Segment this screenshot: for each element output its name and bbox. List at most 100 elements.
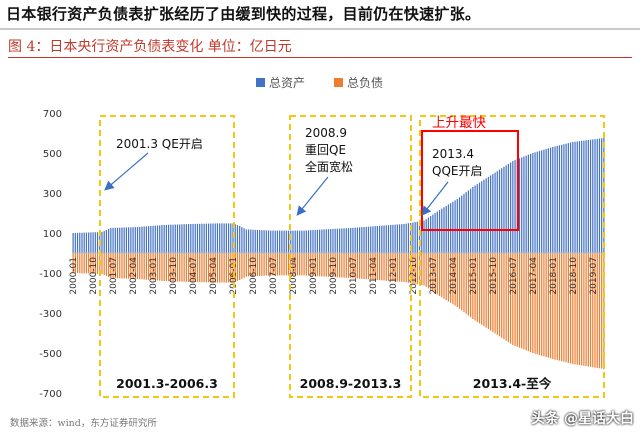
bar-assets xyxy=(74,232,76,253)
bar-liabilities xyxy=(156,253,159,281)
x-tick-label: 2012-01 xyxy=(389,257,399,295)
bar-liabilities xyxy=(332,253,334,278)
bar-assets xyxy=(245,229,247,253)
bar-liabilities xyxy=(589,253,592,367)
bar-assets xyxy=(108,229,110,253)
bar-assets xyxy=(128,227,130,253)
bar-liabilities xyxy=(301,253,303,276)
bar-liabilities xyxy=(574,253,576,365)
x-tick-label: 2000-10 xyxy=(89,257,99,295)
bar-liabilities xyxy=(201,253,203,283)
bar-assets xyxy=(374,226,376,253)
bar-liabilities xyxy=(90,253,92,274)
bar-liabilities xyxy=(572,253,574,364)
bar-assets xyxy=(79,232,81,253)
bar-liabilities xyxy=(316,253,319,277)
bar-liabilities xyxy=(598,253,601,369)
bar-liabilities xyxy=(296,253,299,276)
x-tick-label: 2018-10 xyxy=(569,257,579,295)
bar-assets xyxy=(223,223,225,253)
bar-liabilities xyxy=(174,253,176,282)
bar-assets xyxy=(196,223,199,253)
bar-liabilities xyxy=(472,253,474,319)
bar-liabilities xyxy=(443,253,445,299)
bar-liabilities xyxy=(454,253,456,306)
bar-liabilities xyxy=(267,253,270,276)
bar-series xyxy=(72,138,605,369)
bar-liabilities xyxy=(470,253,472,318)
bar-liabilities xyxy=(114,253,116,279)
period-box-3 xyxy=(419,115,605,398)
bar-liabilities xyxy=(263,253,265,276)
bar-assets xyxy=(481,181,483,253)
bar-liabilities xyxy=(323,253,325,277)
bar-assets xyxy=(496,171,498,253)
bar-liabilities xyxy=(283,253,285,276)
bar-assets xyxy=(76,232,79,253)
bar-assets xyxy=(396,224,398,253)
bar-assets xyxy=(505,165,507,253)
bar-liabilities xyxy=(105,253,108,276)
bar-liabilities xyxy=(319,253,321,277)
bar-assets xyxy=(316,229,319,253)
bar-assets xyxy=(418,221,421,253)
bar-assets xyxy=(241,227,243,253)
bar-assets xyxy=(452,201,454,253)
bar-assets xyxy=(92,232,94,253)
bar-liabilities xyxy=(116,253,119,279)
bar-assets xyxy=(476,184,478,253)
bar-liabilities xyxy=(92,253,94,274)
x-tick-label: 2019-07 xyxy=(589,257,599,295)
bar-liabilities xyxy=(396,253,398,282)
bar-liabilities xyxy=(310,253,312,276)
bar-liabilities xyxy=(265,253,267,276)
bar-assets xyxy=(343,228,345,253)
bar-assets xyxy=(514,160,516,253)
arrow-qe-return xyxy=(296,176,329,216)
watermark: 头条 @星话大白 xyxy=(531,411,634,427)
bar-assets xyxy=(485,178,487,253)
bar-liabilities xyxy=(168,253,170,282)
bar-assets xyxy=(168,224,170,253)
bar-liabilities xyxy=(103,253,105,275)
bar-liabilities xyxy=(450,253,452,303)
bar-assets xyxy=(183,224,185,253)
figure-title-underline xyxy=(8,57,632,58)
bar-assets xyxy=(219,223,221,253)
bar-liabilities xyxy=(547,253,549,358)
bar-assets xyxy=(583,140,585,253)
x-tick-label: 2014-04 xyxy=(449,257,459,295)
bar-assets xyxy=(276,230,279,253)
bar-liabilities xyxy=(541,253,543,356)
bar-liabilities xyxy=(536,253,538,355)
bar-assets xyxy=(361,227,363,253)
bar-assets xyxy=(294,230,296,253)
bar-liabilities xyxy=(305,253,307,276)
bar-liabilities xyxy=(341,253,343,278)
bar-liabilities xyxy=(374,253,376,280)
bar-assets xyxy=(145,226,148,253)
bar-liabilities xyxy=(465,253,467,314)
bar-assets xyxy=(598,138,601,253)
bar-assets xyxy=(341,228,343,253)
bar-assets xyxy=(130,227,132,253)
bar-assets xyxy=(139,226,141,253)
x-tick-label: 2011-04 xyxy=(369,257,379,295)
bar-assets xyxy=(561,144,563,253)
bar-liabilities xyxy=(354,253,356,279)
bar-assets xyxy=(356,227,358,253)
bar-liabilities xyxy=(132,253,134,279)
bar-liabilities xyxy=(154,253,156,281)
bar-liabilities xyxy=(199,253,201,283)
bar-assets xyxy=(227,223,230,253)
bar-liabilities xyxy=(483,253,485,327)
bar-liabilities xyxy=(307,253,310,276)
bar-liabilities xyxy=(494,253,496,334)
bar-assets xyxy=(536,151,538,253)
bar-assets xyxy=(201,223,203,253)
bar-liabilities xyxy=(596,253,598,368)
bar-assets xyxy=(210,223,212,253)
bar-assets xyxy=(527,154,529,253)
bar-liabilities xyxy=(432,253,434,292)
bar-liabilities xyxy=(427,253,430,289)
